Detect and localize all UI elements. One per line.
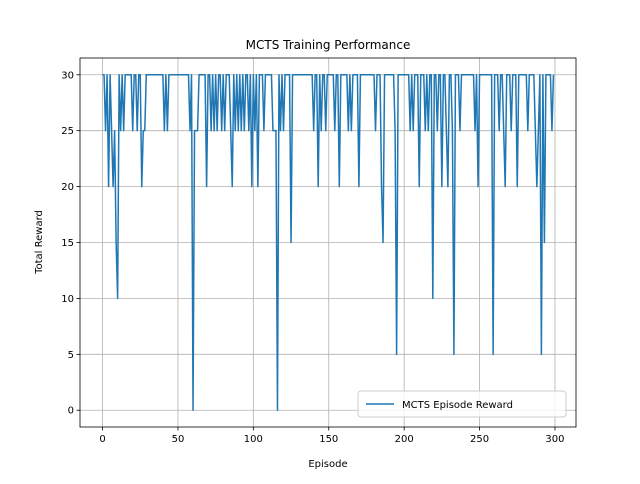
y-tick-label: 15 (61, 238, 74, 249)
x-tick-label: 50 (172, 434, 185, 445)
y-axis-label: Total Reward (34, 210, 45, 275)
x-tick-label: 100 (244, 434, 263, 445)
axes-frame (79, 57, 577, 428)
chart-title: MCTS Training Performance (246, 38, 411, 52)
y-tick-label: 5 (68, 350, 74, 361)
x-tick-label: 250 (470, 434, 489, 445)
legend-box (357, 390, 567, 418)
y-tick-label: 0 (68, 406, 74, 417)
x-tick-label: 150 (319, 434, 338, 445)
x-tick-label: 300 (545, 434, 564, 445)
y-tick-label: 30 (61, 70, 74, 81)
data-line (102, 74, 555, 411)
x-axis-label: Episode (308, 459, 347, 470)
x-tick-label: 0 (99, 434, 105, 445)
x-tick-label: 200 (395, 434, 414, 445)
y-tick-label: 25 (61, 126, 74, 137)
legend-label: MCTS Episode Reward (402, 400, 513, 411)
y-tick-label: 20 (61, 182, 74, 193)
y-tick-label: 10 (61, 294, 74, 305)
